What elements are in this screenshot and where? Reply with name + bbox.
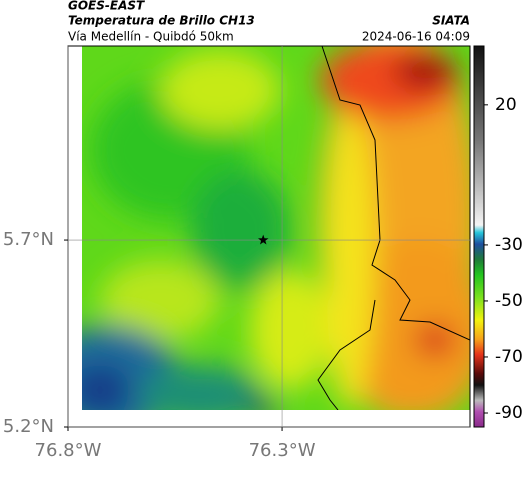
colorbar-tick-label: -30 bbox=[495, 235, 523, 255]
x-tick-label: 76.3°W bbox=[249, 440, 316, 461]
colorbar-tick-label: -50 bbox=[495, 291, 523, 311]
temperature-field bbox=[82, 46, 470, 410]
satellite: GOES-EAST bbox=[68, 0, 145, 13]
y-tick-label: 5.7°N bbox=[3, 229, 54, 250]
subtitle: Vía Medellín - Quibdó 50km bbox=[68, 30, 234, 44]
datetime: 2024-06-16 04:09 bbox=[362, 30, 470, 44]
station-marker bbox=[258, 234, 269, 245]
colorbar-tick-label: -90 bbox=[495, 403, 523, 423]
colorbar bbox=[473, 45, 485, 428]
colorbar-tick-label: -70 bbox=[495, 347, 523, 367]
org: SIATA bbox=[432, 14, 470, 28]
colorbar-tick-label: 20 bbox=[495, 95, 517, 115]
x-tick-label: 76.8°W bbox=[35, 440, 102, 461]
title: Temperatura de Brillo CH13 bbox=[68, 14, 255, 28]
y-tick-label: 5.2°N bbox=[3, 416, 54, 437]
